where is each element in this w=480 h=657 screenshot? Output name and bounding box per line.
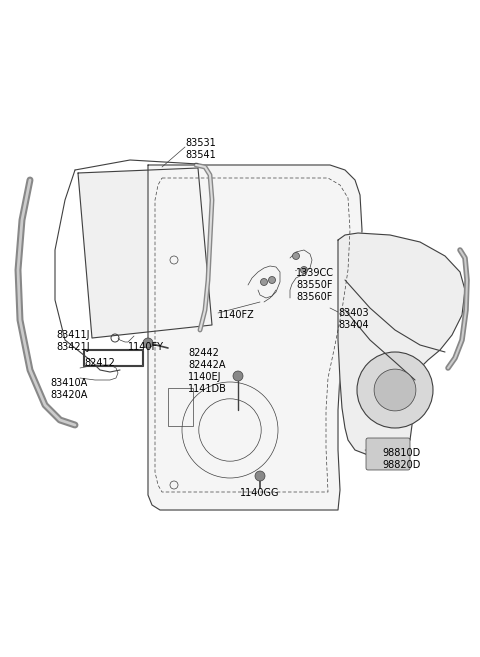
Polygon shape <box>148 165 362 510</box>
Bar <box>83 350 143 366</box>
Text: 83531: 83531 <box>185 138 216 148</box>
Text: 82442: 82442 <box>188 348 219 358</box>
Text: 83421J: 83421J <box>56 342 90 352</box>
Bar <box>84 349 142 365</box>
Text: 83403: 83403 <box>338 308 369 318</box>
Circle shape <box>268 277 276 284</box>
Text: 1141DB: 1141DB <box>188 384 227 394</box>
Text: 83560F: 83560F <box>296 292 332 302</box>
Circle shape <box>374 369 416 411</box>
Text: 1140FZ: 1140FZ <box>218 310 255 320</box>
Text: 83410A: 83410A <box>50 378 87 388</box>
Text: 98820D: 98820D <box>382 460 420 470</box>
Text: 1140FY: 1140FY <box>128 342 164 352</box>
Circle shape <box>261 279 267 286</box>
Circle shape <box>300 267 308 273</box>
Circle shape <box>143 338 153 348</box>
Polygon shape <box>338 233 465 455</box>
Bar <box>168 388 193 426</box>
Text: 83550F: 83550F <box>296 280 333 290</box>
Text: 1339CC: 1339CC <box>296 268 334 278</box>
Text: 1140EJ: 1140EJ <box>188 372 221 382</box>
FancyBboxPatch shape <box>366 438 410 470</box>
Circle shape <box>292 252 300 260</box>
Text: 82442A: 82442A <box>188 360 226 370</box>
Text: 98810D: 98810D <box>382 448 420 458</box>
Circle shape <box>233 371 243 381</box>
Text: 83404: 83404 <box>338 320 369 330</box>
Text: 83411J: 83411J <box>56 330 89 340</box>
Text: 83541: 83541 <box>185 150 216 160</box>
Polygon shape <box>78 168 212 338</box>
Circle shape <box>357 352 433 428</box>
Text: 82412: 82412 <box>84 358 115 368</box>
Text: 83420A: 83420A <box>50 390 87 400</box>
Circle shape <box>255 471 265 481</box>
Text: 1140GG: 1140GG <box>240 488 279 498</box>
